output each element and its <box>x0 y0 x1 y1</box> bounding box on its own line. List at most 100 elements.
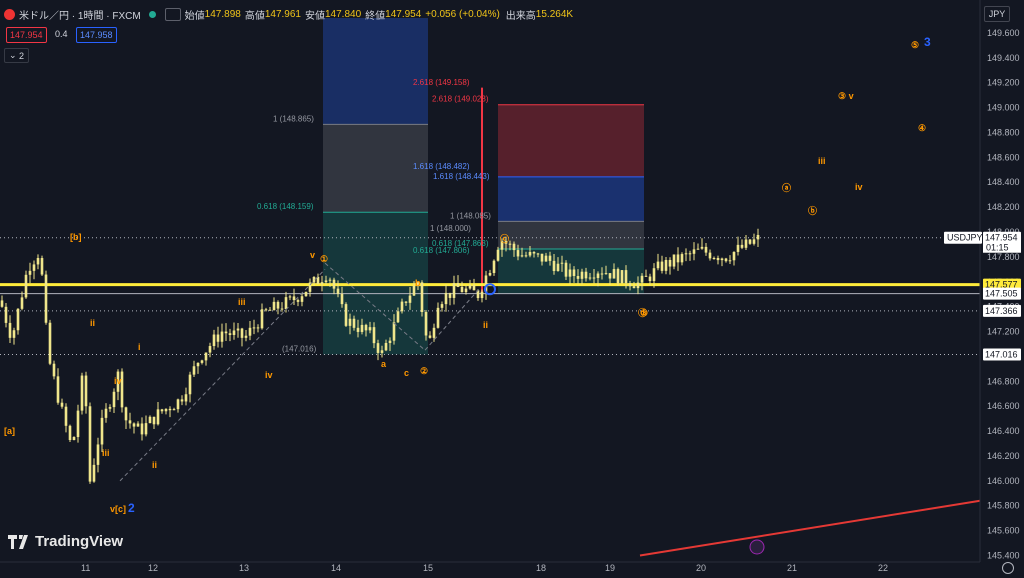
price-tick-label: 148.800 <box>987 127 1020 137</box>
candle-body <box>624 270 628 284</box>
time-tick-label: 15 <box>423 563 433 573</box>
candle-body <box>276 301 280 309</box>
time-tick-label: 14 <box>331 563 341 573</box>
candle-body <box>436 307 440 328</box>
wave-label: iv <box>855 182 863 192</box>
candle-body <box>508 243 512 245</box>
candle-body <box>340 293 344 305</box>
wave-label: ⓐ <box>782 182 791 193</box>
buy-button[interactable]: 147.958 <box>76 27 117 43</box>
price-tick-label: 146.200 <box>987 451 1020 461</box>
candle-body <box>692 249 696 254</box>
indicator-count: 2 <box>19 50 25 61</box>
candle-body <box>628 283 632 287</box>
candle-body <box>732 251 736 261</box>
fib-label: (147.016) <box>282 344 317 353</box>
volume-value: 15.264K <box>535 8 574 20</box>
wave-label: ② <box>420 366 428 376</box>
candle-body <box>620 270 624 284</box>
price-label-text: 147.577 <box>985 280 1018 290</box>
candle-body <box>500 241 504 250</box>
candle-body <box>224 331 228 334</box>
candle-body <box>496 249 500 261</box>
candle-body <box>744 239 748 248</box>
candle-body <box>136 423 140 427</box>
candle-body <box>632 286 636 289</box>
candle-body <box>376 343 380 353</box>
candle-body <box>372 327 376 344</box>
tradingview-logo[interactable]: TradingView <box>8 533 123 550</box>
time-tick-label: 21 <box>787 563 797 573</box>
candle-body <box>576 276 580 279</box>
wave-label: ⓑ <box>808 205 817 216</box>
candle-body <box>124 407 128 421</box>
candle-body <box>132 423 136 427</box>
candle-body <box>424 312 428 336</box>
price-label-box <box>983 304 1021 317</box>
candle-body <box>4 306 8 323</box>
price-label-box <box>944 231 982 244</box>
candle-body <box>440 304 444 308</box>
wave-label: [b] <box>70 232 82 242</box>
candle-body <box>656 261 660 269</box>
candle-body <box>108 407 112 409</box>
candle-body <box>612 269 616 279</box>
candle-body <box>172 409 176 411</box>
high-value: 147.961 <box>264 8 301 20</box>
candle-body <box>528 252 532 256</box>
candle-body <box>556 263 560 272</box>
price-label-text: USDJPY <box>947 233 983 243</box>
candle-body <box>700 246 704 249</box>
candle-body <box>140 423 144 435</box>
candle-body <box>544 255 548 262</box>
candle-body <box>308 282 312 292</box>
candle-body <box>44 274 48 323</box>
candle-body <box>76 410 80 438</box>
candle-body <box>400 301 404 312</box>
usdjpy-flag-icon <box>4 8 15 20</box>
candle-body <box>64 406 68 426</box>
candle-body <box>336 288 340 294</box>
candle-body <box>112 391 116 408</box>
wave-trendline <box>424 287 481 351</box>
candle-body <box>192 366 196 375</box>
candle-body <box>204 352 208 361</box>
chart-header: 米ドル／円 · 1時間 · FXCM 始値 147.898 高値 147.961… <box>4 6 573 22</box>
fib-label: 0.618 (147.806) <box>413 246 470 255</box>
price-label-text: 147.954 <box>985 233 1018 243</box>
visibility-icon[interactable] <box>164 7 181 21</box>
candle-body <box>168 408 172 411</box>
candle-body <box>588 277 592 279</box>
wave-label: a <box>381 359 387 369</box>
candle-body <box>144 423 148 435</box>
candle-body <box>60 402 64 407</box>
settings-icon[interactable] <box>1002 562 1014 574</box>
candle-body <box>460 286 464 293</box>
candle-body <box>160 409 164 412</box>
candle-body <box>180 399 184 402</box>
candle-body <box>396 311 400 323</box>
candle-body <box>432 327 436 338</box>
candle-body <box>596 273 600 278</box>
candle-body <box>156 409 160 425</box>
candle-body <box>464 288 468 293</box>
price-tick-label: 146.600 <box>987 401 1020 411</box>
candle-body <box>680 254 684 263</box>
wave-label: iii <box>238 297 246 307</box>
currency-button[interactable]: JPY <box>984 6 1010 22</box>
fib-label: 1 (148.865) <box>273 114 314 123</box>
candle-body <box>708 252 712 259</box>
sell-button[interactable]: 147.954 <box>6 27 47 43</box>
indicator-toggle[interactable]: ⌄ 2 <box>4 48 30 63</box>
candle-body <box>356 327 360 332</box>
countdown-box <box>983 242 1021 253</box>
symbol-title[interactable]: 米ドル／円 · 1時間 · FXCM <box>19 10 141 22</box>
candle-body <box>220 331 224 342</box>
candle-body <box>252 327 256 329</box>
candle-body <box>40 258 44 275</box>
candle-body <box>248 327 252 336</box>
candle-body <box>592 277 596 279</box>
candle-body <box>164 408 168 412</box>
candle-body <box>228 333 232 335</box>
